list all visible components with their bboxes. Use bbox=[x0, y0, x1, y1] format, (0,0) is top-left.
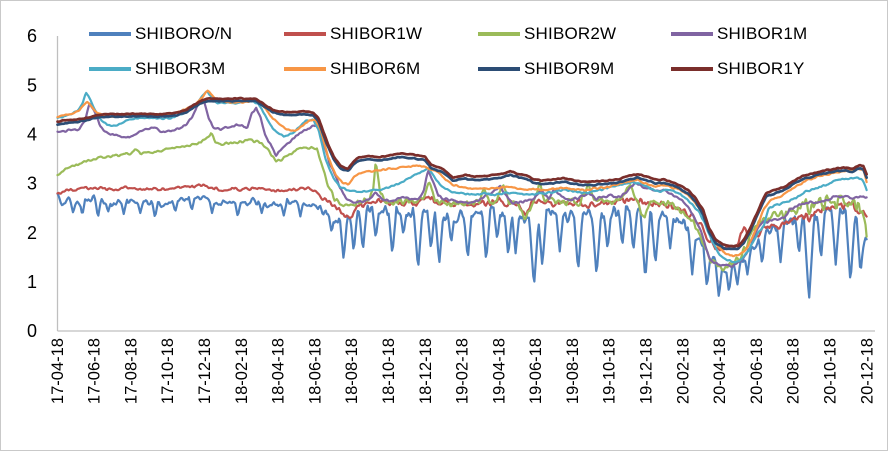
x-tick-label: 18-02-18 bbox=[233, 338, 251, 404]
x-tick-label: 18-12-18 bbox=[417, 338, 435, 404]
y-tick-label: 1 bbox=[27, 272, 37, 292]
x-tick-label: 20-06-18 bbox=[748, 338, 766, 404]
series-line-shiboro-n bbox=[56, 192, 868, 299]
x-tick-label: 17-04-18 bbox=[49, 338, 67, 404]
y-tick-label: 2 bbox=[27, 223, 37, 243]
x-tick-label: 17-12-18 bbox=[196, 338, 214, 404]
y-tick-label: 4 bbox=[27, 124, 37, 144]
y-tick-label: 5 bbox=[27, 75, 37, 95]
x-tick-label: 17-08-18 bbox=[122, 338, 140, 404]
x-tick-label: 19-02-18 bbox=[454, 338, 472, 404]
series-line-shibor1y bbox=[56, 96, 868, 248]
y-tick-label: 0 bbox=[27, 321, 37, 341]
x-tick-label: 20-04-18 bbox=[711, 338, 729, 404]
x-tick-label: 20-02-18 bbox=[674, 338, 692, 404]
x-tick-label: 18-06-18 bbox=[306, 338, 324, 404]
x-tick-label: 17-06-18 bbox=[86, 338, 104, 404]
x-tick-label: 18-10-18 bbox=[380, 338, 398, 404]
x-tick-label: 17-10-18 bbox=[159, 338, 177, 404]
y-tick-label: 3 bbox=[27, 174, 37, 194]
x-tick-label: 19-08-18 bbox=[564, 338, 582, 404]
x-tick-label: 18-08-18 bbox=[343, 338, 361, 404]
x-tick-label: 19-12-18 bbox=[637, 338, 655, 404]
series-line-shibor1m bbox=[56, 98, 868, 268]
x-tick-label: 20-12-18 bbox=[858, 338, 876, 404]
x-tick-label: 19-04-18 bbox=[490, 338, 508, 404]
series-line-shibor9m bbox=[56, 99, 868, 251]
x-tick-label: 20-10-18 bbox=[821, 338, 839, 404]
y-tick-label: 6 bbox=[27, 26, 37, 46]
x-tick-label: 19-10-18 bbox=[601, 338, 619, 404]
x-tick-label: 19-06-18 bbox=[527, 338, 545, 404]
x-tick-label: 18-04-18 bbox=[270, 338, 288, 404]
x-tick-label: 20-08-18 bbox=[785, 338, 803, 404]
series-line-shibor2w bbox=[56, 132, 868, 272]
